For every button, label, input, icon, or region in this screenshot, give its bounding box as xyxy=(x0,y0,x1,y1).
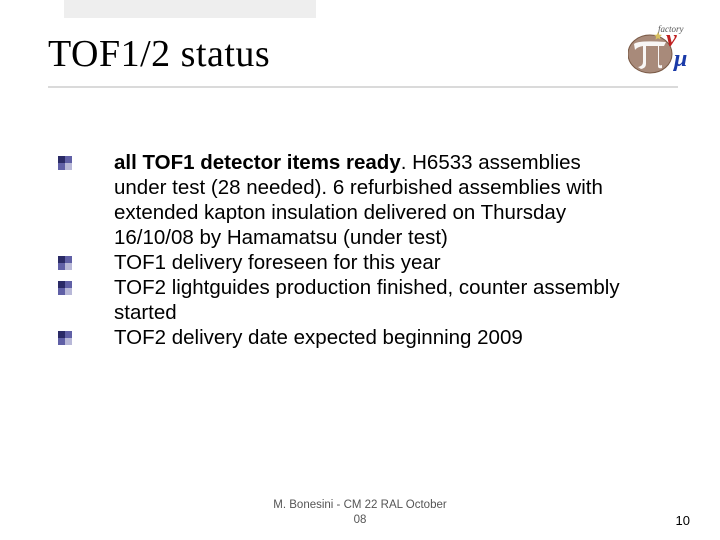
bullet-icon xyxy=(58,156,72,170)
footer-line1: M. Bonesini - CM 22 RAL October xyxy=(273,499,446,511)
title-area: TOF1/2 status xyxy=(48,32,680,76)
bullet-icon xyxy=(58,281,72,295)
list-item-text: TOF1 delivery foreseen for this year xyxy=(114,250,638,275)
list-item: TOF2 lightguides production finished, co… xyxy=(58,275,638,325)
bullet-icon xyxy=(58,331,72,345)
logo: factory ν μ xyxy=(628,22,692,74)
bullet-icon xyxy=(58,256,72,270)
list-item: all TOF1 detector items ready. H6533 ass… xyxy=(58,150,638,250)
logo-svg: factory ν μ xyxy=(628,22,692,74)
mu-icon: μ xyxy=(672,46,687,72)
top-accent-bar xyxy=(64,0,316,18)
page-title: TOF1/2 status xyxy=(48,32,680,76)
footer: M. Bonesini - CM 22 RAL October 08 xyxy=(0,498,720,528)
title-underline xyxy=(48,86,678,88)
list-item-text: TOF2 delivery date expected beginning 20… xyxy=(114,325,638,350)
bullet-list: all TOF1 detector items ready. H6533 ass… xyxy=(58,150,638,350)
footer-line2: 08 xyxy=(354,514,367,526)
list-item-text: TOF2 lightguides production finished, co… xyxy=(114,275,638,325)
list-item: TOF2 delivery date expected beginning 20… xyxy=(58,325,638,350)
list-item-text: all TOF1 detector items ready. H6533 ass… xyxy=(114,150,638,250)
list-item: TOF1 delivery foreseen for this year xyxy=(58,250,638,275)
page-number: 10 xyxy=(676,513,690,528)
